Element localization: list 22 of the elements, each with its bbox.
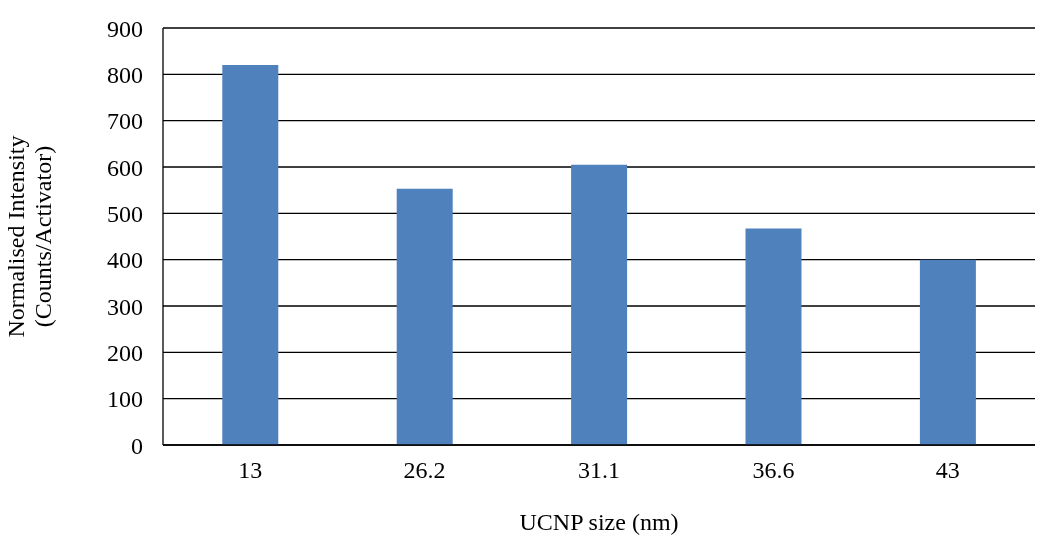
y-tick-label: 100 (107, 386, 143, 413)
y-tick-label: 800 (107, 61, 143, 88)
y-tick-label: 300 (107, 293, 143, 320)
x-tick-label: 13 (238, 457, 263, 484)
y-tick-label: 900 (107, 15, 143, 42)
y-tick-label: 500 (107, 200, 143, 227)
y-tick-label: 700 (107, 108, 143, 135)
y-tick-label: 400 (107, 247, 143, 274)
bar (222, 65, 279, 445)
x-tick-label: 36.6 (752, 457, 795, 484)
bar (745, 228, 802, 445)
bar (919, 259, 976, 445)
y-axis-title: Normalised Intensity (Counts/Activator) (3, 135, 56, 338)
bar (571, 164, 628, 445)
x-tick-label: 31.1 (578, 457, 620, 484)
y-tick-label: 0 (131, 432, 143, 459)
y-tick-label: 600 (107, 154, 143, 181)
bar (396, 188, 453, 445)
x-tick-label: 43 (935, 457, 960, 484)
x-axis-title: UCNP size (nm) (519, 509, 679, 535)
x-tick-label: 26.2 (403, 457, 446, 484)
y-tick-label: 200 (107, 339, 143, 366)
